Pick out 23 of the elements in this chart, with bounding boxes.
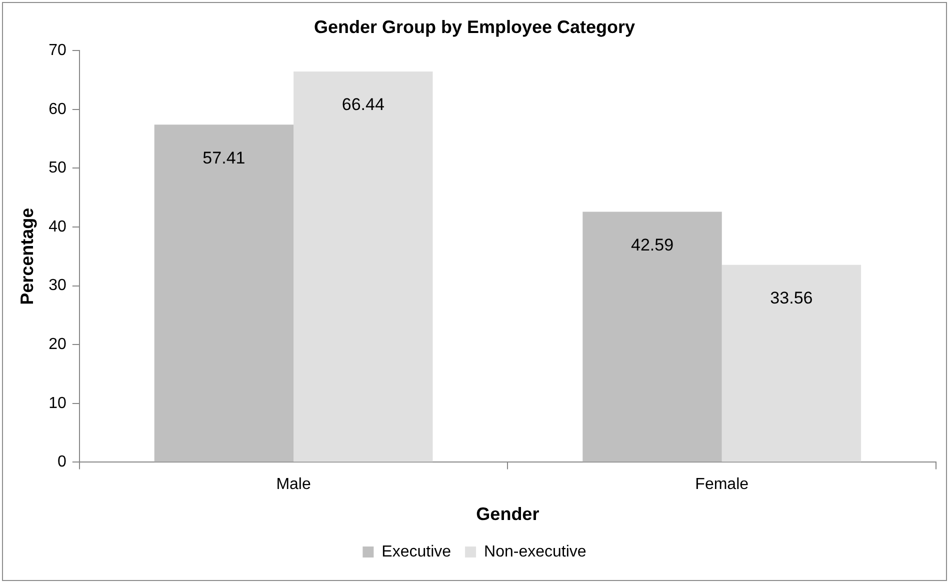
data-label: 42.59 [630, 235, 674, 254]
bar [294, 72, 433, 462]
y-tick-label: 10 [48, 394, 66, 412]
y-tick-label: 40 [48, 218, 66, 236]
y-tick-label: 30 [48, 277, 66, 294]
y-tick-label: 20 [48, 336, 66, 354]
bar [582, 212, 722, 462]
x-tick-label: Female [695, 476, 749, 494]
y-tick-label: 50 [48, 160, 66, 177]
data-label: 57.41 [202, 148, 246, 168]
y-tick-label: 60 [48, 100, 66, 118]
x-tick-label: Male [276, 476, 311, 494]
legend-label: Non-executive [484, 543, 586, 560]
chart-title: Gender Group by Employee Category [314, 16, 636, 37]
data-label: 33.56 [770, 288, 813, 308]
y-tick-label: 70 [48, 42, 66, 60]
bar [154, 124, 294, 462]
y-tick-label: 0 [57, 454, 66, 471]
x-axis-title: Gender [476, 504, 540, 524]
data-label: 66.44 [342, 95, 384, 114]
y-axis-title: Percentage [16, 208, 37, 305]
legend-label: Executive [382, 543, 452, 560]
bar [722, 264, 862, 462]
